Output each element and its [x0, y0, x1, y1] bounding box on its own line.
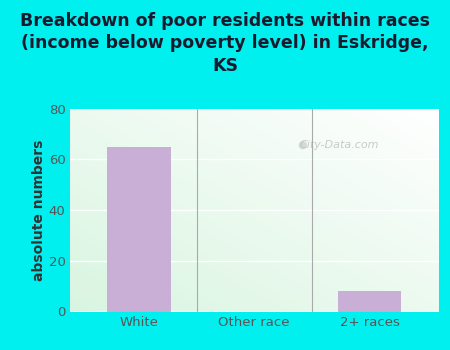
Y-axis label: absolute numbers: absolute numbers	[32, 139, 46, 281]
Text: Breakdown of poor residents within races
(income below poverty level) in Eskridg: Breakdown of poor residents within races…	[20, 12, 430, 75]
Text: ●: ●	[297, 140, 307, 150]
Bar	[338, 291, 401, 312]
Bar	[107, 147, 171, 312]
Text: City-Data.com: City-Data.com	[299, 140, 379, 150]
